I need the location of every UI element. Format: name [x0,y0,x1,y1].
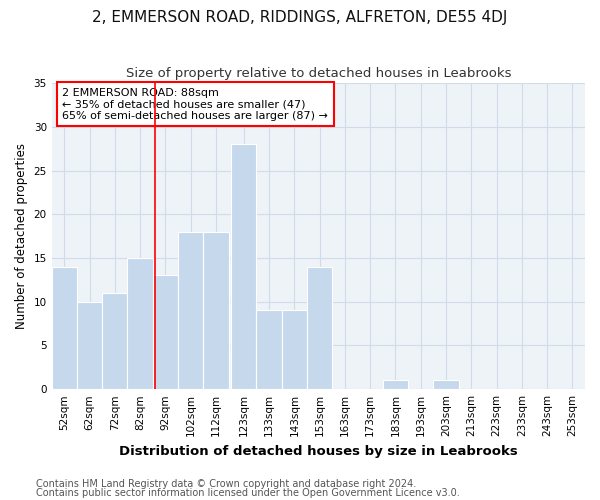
Text: 2 EMMERSON ROAD: 88sqm
← 35% of detached houses are smaller (47)
65% of semi-det: 2 EMMERSON ROAD: 88sqm ← 35% of detached… [62,88,328,121]
Bar [433,380,458,389]
Bar [77,302,102,389]
Title: Size of property relative to detached houses in Leabrooks: Size of property relative to detached ho… [125,68,511,80]
Bar [203,232,229,389]
Bar [231,144,256,389]
Bar [178,232,203,389]
Bar [307,266,332,389]
Bar [102,293,127,389]
Bar [127,258,153,389]
Text: Contains HM Land Registry data © Crown copyright and database right 2024.: Contains HM Land Registry data © Crown c… [36,479,416,489]
Bar [153,276,178,389]
Text: Contains public sector information licensed under the Open Government Licence v3: Contains public sector information licen… [36,488,460,498]
Y-axis label: Number of detached properties: Number of detached properties [15,143,28,329]
Bar [256,310,281,389]
Bar [281,310,307,389]
Bar [52,266,77,389]
Bar [383,380,408,389]
Text: 2, EMMERSON ROAD, RIDDINGS, ALFRETON, DE55 4DJ: 2, EMMERSON ROAD, RIDDINGS, ALFRETON, DE… [92,10,508,25]
X-axis label: Distribution of detached houses by size in Leabrooks: Distribution of detached houses by size … [119,444,518,458]
